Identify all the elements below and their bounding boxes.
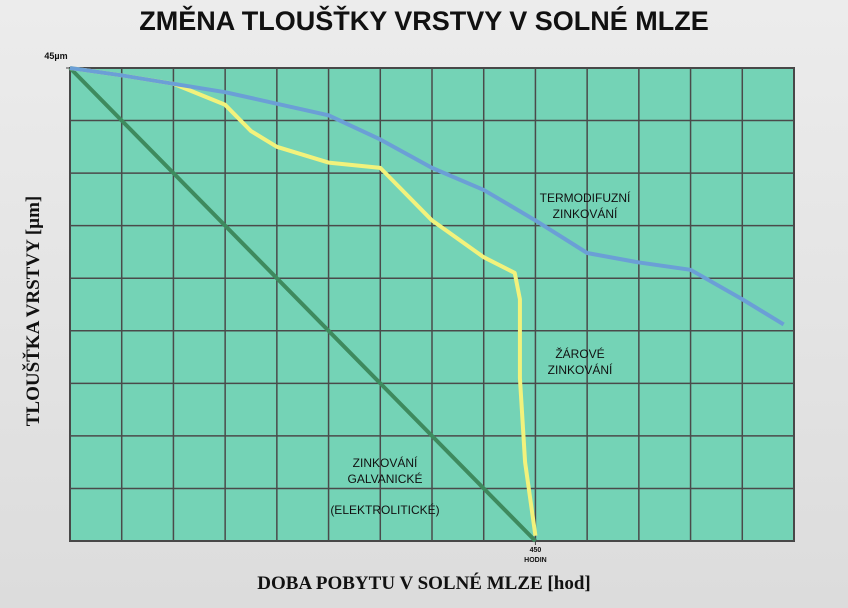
x-tick-label: 450 HODIN — [524, 547, 547, 564]
y-axis-label: TLOUŠŤKA VRSTVY [µm] — [23, 195, 44, 427]
series-line — [69, 66, 538, 537]
chart-title: ZMĚNA TLOUŠŤKY VRSTVY V SOLNÉ MLZE — [139, 6, 709, 36]
annotation: (ELEKTROLITICKÉ) — [330, 503, 440, 517]
x-axis-label: DOBA POBYTU V SOLNÉ MLZE [hod] — [257, 573, 591, 594]
series-label: ŽÁROVÉ ZINKOVÁNÍ — [547, 347, 613, 377]
series-line — [68, 66, 537, 543]
series-line — [69, 66, 785, 327]
series-label: ZINKOVÁNÍ GALVANICKÉ — [347, 456, 423, 486]
y-tick-label: 45µm — [44, 51, 68, 61]
series-label: TERMODIFUZNÍ ZINKOVÁNÍ — [539, 191, 631, 221]
